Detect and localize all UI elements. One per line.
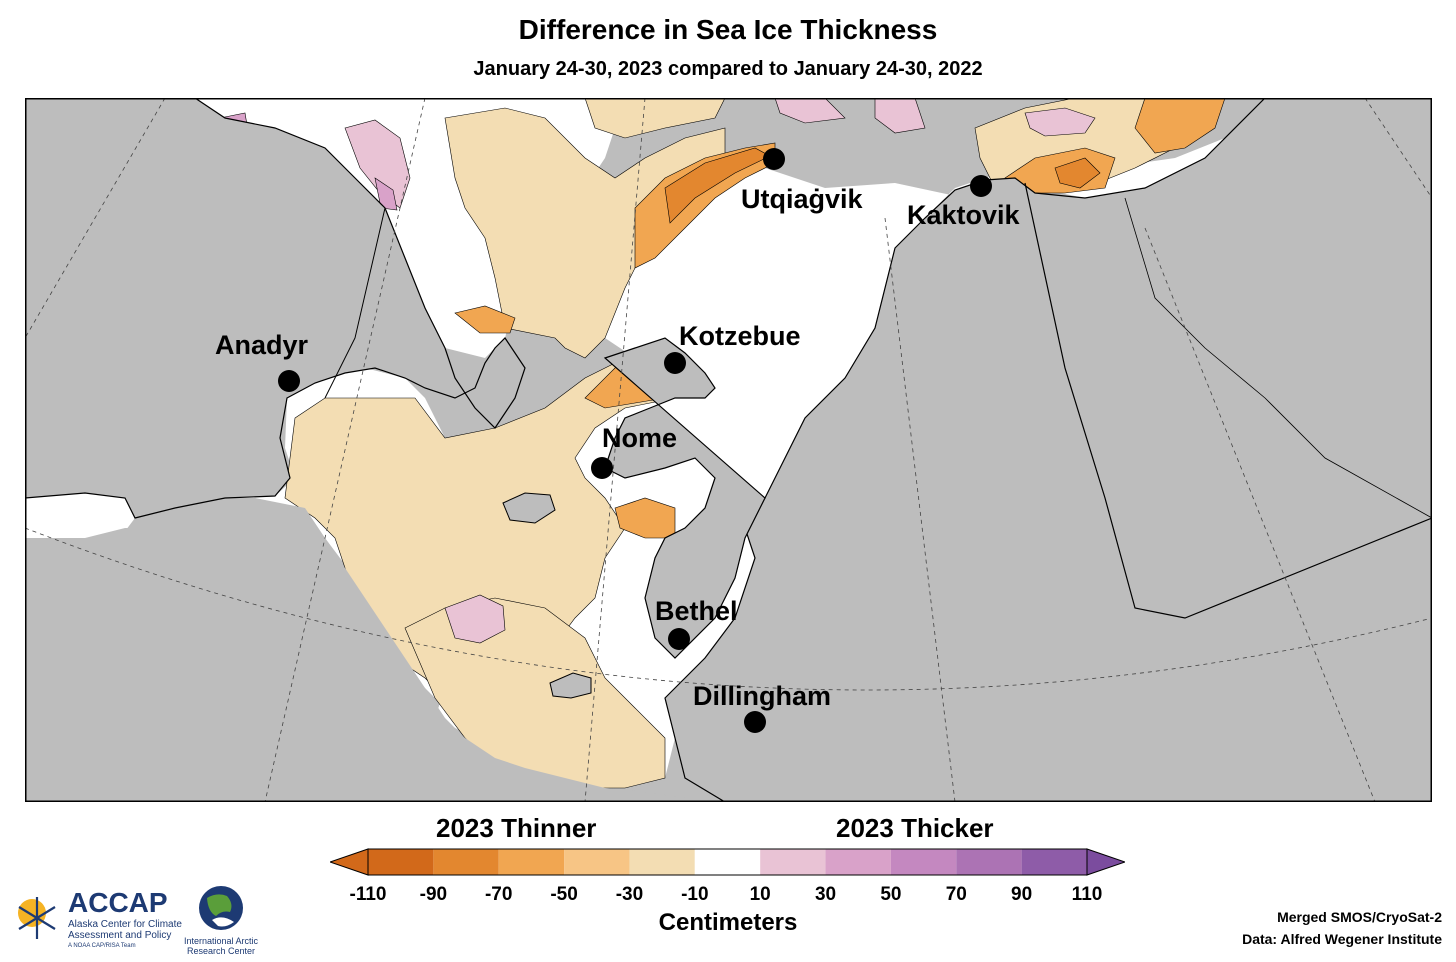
city-label: Dillingham (693, 681, 831, 711)
city-dot (278, 370, 300, 392)
accap-subtitle: Alaska Center for Climate Assessment and… (68, 919, 182, 941)
colorbar-segment (694, 849, 761, 875)
colorbar-segment (825, 849, 891, 875)
colorbar-over-arrow (1086, 848, 1125, 876)
snowflake-sun-icon (18, 897, 56, 939)
city-marker-bethel: Bethel (655, 596, 738, 650)
colorbar-ticks: -110 -90 -70 -50 -30 -10 10 30 50 70 90 110 (0, 884, 1456, 908)
graticule (25, 98, 1432, 802)
city-marker-utqiagvik: Utqiaġvik (741, 148, 864, 214)
pink-area-6 (874, 98, 926, 134)
city-dot (744, 711, 766, 733)
city-label: Kotzebue (679, 321, 801, 351)
colorbar-tick-label: -50 (550, 884, 578, 905)
iarc-logo: International Arctic Research Center (182, 884, 260, 958)
legend-thinner-label: 2023 Thinner (436, 813, 597, 843)
city-label: Utqiaġvik (741, 184, 864, 214)
colorbar-tick-label: 90 (1011, 884, 1033, 905)
province-border (1124, 197, 1432, 519)
colorbar-segment (433, 849, 499, 875)
colorbar-segment (629, 849, 695, 875)
st-lawrence-island (502, 492, 556, 524)
accap-logo: ACCAP Alaska Center for Climate Assessme… (10, 885, 190, 955)
tan-area-5 (584, 98, 726, 139)
credit-source: Merged SMOS/CryoSat-2 (1277, 909, 1442, 925)
sea-ice-region (195, 98, 1265, 773)
orange-area-west (454, 305, 516, 334)
colorbar-segment (890, 849, 957, 875)
city-marker-kotzebue: Kotzebue (664, 321, 801, 374)
map-frame (25, 98, 1432, 802)
no-data-region (25, 498, 745, 802)
city-dot (591, 457, 613, 479)
colorbar-segment (498, 849, 565, 875)
colorbar-segment (956, 849, 1022, 875)
city-label: Bethel (655, 596, 738, 626)
colorbar-under-arrow (330, 848, 369, 876)
city-marker-anadyr: Anadyr (215, 330, 309, 392)
colorbar-segment (1021, 849, 1087, 875)
colorbar-tick-label: 70 (945, 884, 967, 905)
pink-area-3 (444, 594, 506, 644)
map-title: Difference in Sea Ice Thickness (518, 14, 938, 45)
orange-area-utqiagvik (634, 142, 776, 269)
canada-border (1024, 182, 1432, 619)
colorbar (330, 848, 1125, 876)
accap-wordmark: ACCAP (68, 887, 168, 918)
map-subtitle: January 24-30, 2023 compared to January … (473, 58, 983, 80)
colorbar-tick-label: 30 (814, 884, 837, 905)
colorbar-tick-label: -110 (349, 884, 387, 905)
legend-thicker-label: 2023 Thicker (836, 813, 994, 843)
dark-orange-utqiagvik (664, 147, 771, 224)
city-dot (970, 175, 992, 197)
colorbar-tick-label: 10 (749, 884, 771, 905)
alaska-land (664, 98, 1432, 802)
pink-area-4 (1024, 107, 1096, 137)
colorbar-units: Centimeters (658, 909, 798, 936)
colorbar-segment (368, 849, 434, 875)
seward-peninsula (603, 337, 766, 659)
colorbar-tick-label: -10 (681, 884, 709, 905)
globe-icon (199, 886, 243, 930)
dark-orange-kaktovik (1054, 157, 1101, 189)
city-dot (668, 628, 690, 650)
colorbar-segment (564, 849, 630, 875)
city-dot (763, 148, 785, 170)
colorbar-segment (760, 849, 826, 875)
colorbar-tick-label: 110 (1071, 884, 1103, 905)
chukotka-land (25, 98, 526, 519)
colorbar-tick-label: 50 (880, 884, 902, 905)
nunivak-island (549, 672, 592, 699)
orange-area-ne (1134, 98, 1226, 154)
sea-ice-map: Utqiaġvik Kaktovik Kotzebue Anadyr Nome … (25, 98, 1432, 802)
russia-alaska-border (324, 207, 386, 399)
credit-data: Data: Alfred Wegener Institute (1242, 931, 1442, 947)
city-marker-nome: Nome (591, 423, 677, 479)
accap-tagline: A NOAA CAP/RISA Team (68, 943, 136, 949)
colorbar-tick-label: -70 (484, 884, 513, 905)
city-marker-dillingham: Dillingham (693, 681, 831, 733)
city-dot (664, 352, 686, 374)
city-label: Kaktovik (907, 200, 1021, 230)
pink-area-5 (774, 98, 846, 124)
pink-area-2 (374, 177, 398, 211)
city-label: Anadyr (215, 330, 309, 360)
city-marker-kaktovik: Kaktovik (907, 175, 1021, 230)
colorbar-tick-label: -30 (615, 884, 644, 905)
pink-area-1 (344, 119, 411, 209)
colorbar-tick-label: -90 (419, 884, 448, 905)
city-label: Nome (602, 423, 677, 453)
iarc-name: International Arctic Research Center (183, 936, 259, 956)
